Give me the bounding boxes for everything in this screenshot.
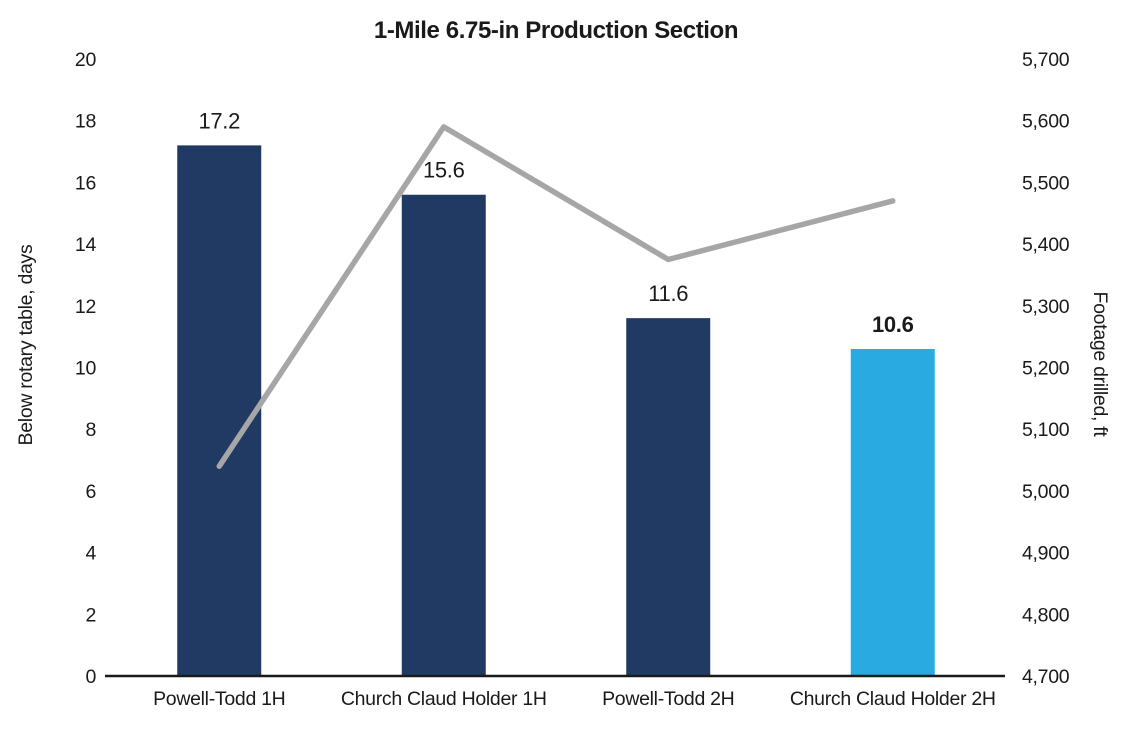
bar — [850, 348, 935, 676]
bar-value-label: 15.6 — [423, 158, 465, 183]
left-axis-tick: 8 — [85, 419, 96, 441]
right-axis-tick: 5,500 — [1022, 172, 1070, 194]
bar-value-label: 11.6 — [648, 281, 688, 306]
left-axis-tick: 18 — [75, 111, 96, 133]
right-axis-tick: 5,400 — [1022, 234, 1070, 256]
left-axis-tick: 4 — [85, 543, 96, 565]
right-axis-tick: 5,700 — [1022, 49, 1070, 71]
left-axis-tick: 14 — [75, 234, 97, 256]
bar-value-label: 10.6 — [872, 312, 914, 337]
bar-value-label: 17.2 — [198, 108, 240, 133]
category-label: Church Claud Holder 2H — [790, 688, 996, 710]
right-axis-tick: 4,900 — [1022, 543, 1070, 565]
category-label: Powell-Todd 1H — [153, 688, 285, 710]
right-axis-tick: 5,100 — [1022, 419, 1070, 441]
chart-title: 1-Mile 6.75-in Production Section — [373, 17, 739, 44]
bar — [626, 318, 711, 676]
right-axis-title: Footage drilled, ft — [1089, 292, 1111, 438]
left-axis-tick: 20 — [75, 49, 97, 71]
left-axis-title: Below rotary table, days — [15, 244, 37, 445]
left-axis-tick: 12 — [75, 296, 96, 318]
right-axis-tick: 5,000 — [1022, 481, 1070, 503]
category-label: Powell-Todd 2H — [602, 688, 734, 710]
right-axis-tick: 5,200 — [1022, 358, 1070, 380]
left-axis-tick: 10 — [75, 358, 97, 380]
left-axis-tick: 0 — [85, 666, 96, 688]
left-axis-tick: 2 — [85, 604, 96, 626]
left-axis-tick: 16 — [75, 172, 96, 194]
category-label: Church Claud Holder 1H — [341, 688, 547, 710]
right-axis-tick: 4,700 — [1022, 666, 1070, 688]
right-axis-tick: 5,600 — [1022, 111, 1070, 133]
bar — [401, 194, 486, 677]
footage-line — [216, 124, 896, 469]
left-axis-tick: 6 — [85, 481, 96, 503]
right-axis-tick: 5,300 — [1022, 296, 1070, 318]
right-axis-tick: 4,800 — [1022, 604, 1070, 626]
bar — [177, 145, 262, 676]
